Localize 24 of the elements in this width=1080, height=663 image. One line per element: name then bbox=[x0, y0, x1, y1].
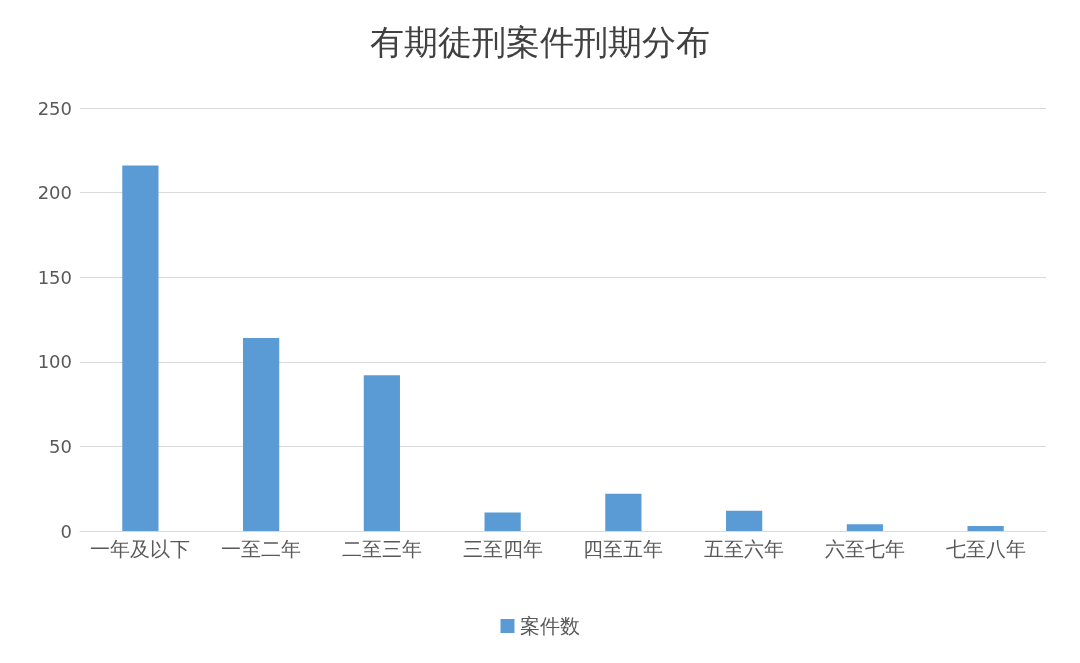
y-tick-label: 250 bbox=[37, 97, 72, 119]
legend-label: 案件数 bbox=[519, 614, 580, 638]
x-tick-label: 一至二年 bbox=[221, 537, 302, 561]
y-tick-label: 100 bbox=[37, 351, 72, 373]
x-tick-label: 一年及以下 bbox=[90, 537, 191, 561]
y-tick-label: 50 bbox=[49, 435, 72, 457]
bar bbox=[243, 338, 280, 531]
chart-title: 有期徒刑案件刑期分布 bbox=[370, 22, 710, 62]
bar bbox=[363, 375, 400, 531]
y-tick-label: 200 bbox=[37, 182, 72, 204]
bar bbox=[122, 165, 159, 531]
y-tick-label: 150 bbox=[37, 266, 72, 288]
bar bbox=[846, 524, 883, 531]
x-tick-label: 六至七年 bbox=[824, 537, 905, 561]
bar bbox=[967, 525, 1004, 531]
x-tick-label: 三至四年 bbox=[462, 537, 543, 561]
bar bbox=[605, 493, 642, 531]
bar bbox=[484, 512, 521, 531]
x-tick-label: 二至三年 bbox=[341, 537, 422, 561]
x-tick-label: 五至六年 bbox=[704, 537, 785, 561]
y-tick-label: 0 bbox=[60, 520, 72, 542]
x-tick-label: 四至五年 bbox=[583, 537, 664, 561]
x-tick-label: 七至八年 bbox=[945, 537, 1026, 561]
bar bbox=[726, 510, 763, 531]
